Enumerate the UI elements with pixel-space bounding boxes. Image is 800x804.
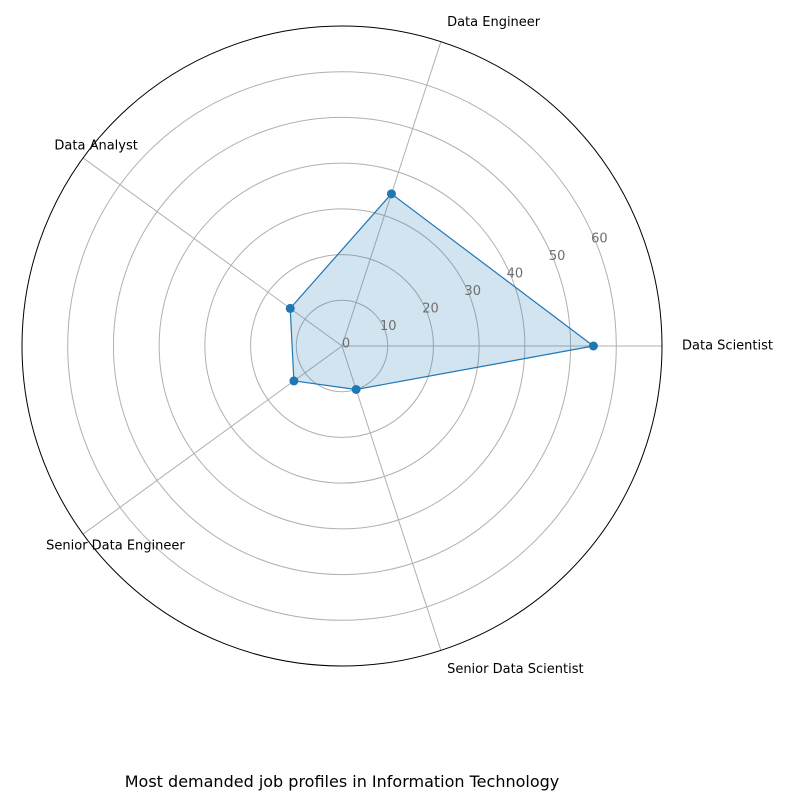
series-area xyxy=(290,193,594,390)
category-label: Data Analyst xyxy=(54,139,137,154)
spoke-2 xyxy=(82,157,343,347)
data-point-data-scientist xyxy=(588,341,598,351)
r-tick-label: 30 xyxy=(464,284,481,299)
axis-layer xyxy=(21,25,663,667)
outer-frame xyxy=(21,25,663,667)
category-label: Data Engineer xyxy=(447,15,541,30)
data-point-data-analyst xyxy=(285,303,295,313)
r-tick-label: 40 xyxy=(507,267,524,282)
r-tick-label: 60 xyxy=(591,232,608,247)
r-tick-label: 0 xyxy=(342,337,350,352)
r-tick-label: 20 xyxy=(422,302,439,317)
data-point-data-engineer xyxy=(386,189,396,199)
spoke-3 xyxy=(82,345,343,535)
data-point-senior-data-engineer xyxy=(289,376,299,386)
category-label: Senior Data Engineer xyxy=(46,538,185,553)
chart-title: Most demanded job profiles in Informatio… xyxy=(125,772,560,791)
series-layer xyxy=(285,189,598,394)
r-tick-label: 50 xyxy=(549,249,566,264)
data-point-senior-data-scientist xyxy=(351,384,361,394)
category-label: Senior Data Scientist xyxy=(447,662,584,677)
spoke-4 xyxy=(341,345,442,651)
series-line xyxy=(289,192,595,391)
r-tick-label: 10 xyxy=(380,319,397,334)
category-label: Data Scientist xyxy=(682,339,773,354)
label-layer: 0 10 20 30 40 50 60 Data Scientist Data Engineer… xyxy=(46,15,773,677)
